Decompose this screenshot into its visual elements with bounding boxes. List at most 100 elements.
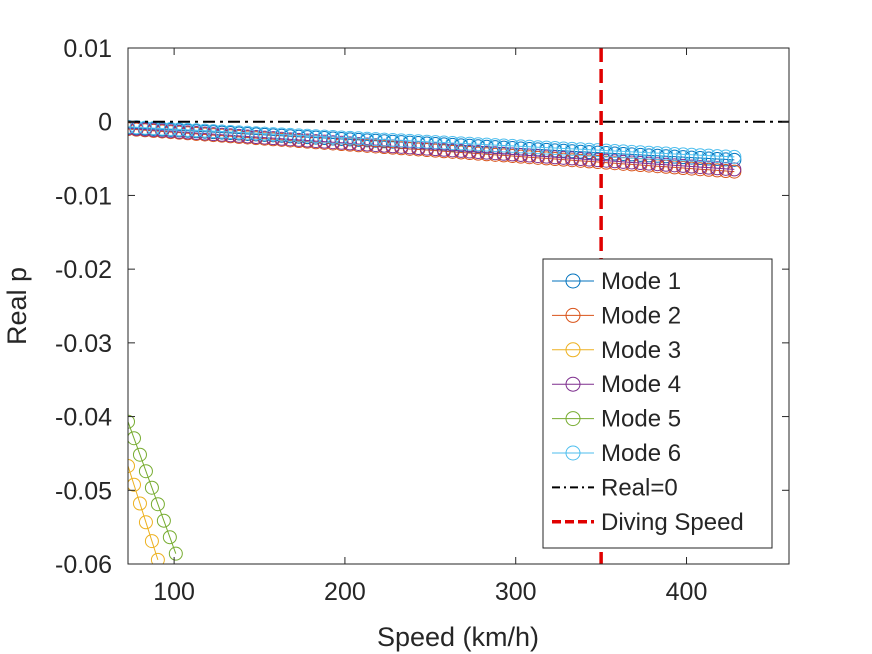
data-point — [624, 155, 639, 170]
data-point — [727, 162, 742, 177]
data-point — [590, 153, 605, 168]
data-point — [223, 128, 238, 143]
data-point — [144, 534, 159, 549]
data-point — [223, 124, 238, 139]
data-point — [539, 140, 554, 155]
data-point — [454, 143, 469, 158]
data-point — [291, 132, 306, 147]
data-point — [266, 127, 281, 142]
data-point — [128, 414, 135, 429]
data-point — [565, 151, 580, 166]
data-point — [394, 133, 409, 148]
legend-item: Mode 6 — [552, 440, 681, 467]
x-tick-label: 200 — [324, 578, 366, 606]
legend-box — [542, 258, 773, 549]
y-tick-label: -0.06 — [55, 551, 112, 579]
data-point — [513, 147, 528, 162]
data-point — [368, 132, 383, 147]
data-point — [701, 160, 716, 175]
data-point — [274, 131, 289, 146]
data-point — [607, 144, 622, 158]
data-point — [667, 158, 682, 173]
data-point — [232, 128, 247, 143]
data-point — [650, 146, 665, 161]
data-point — [693, 160, 708, 175]
y-axis-label: Real p — [2, 267, 32, 345]
data-point — [607, 154, 622, 169]
x-tick-label: 300 — [495, 578, 537, 606]
data-point — [684, 147, 699, 162]
data-point — [548, 150, 562, 165]
legend-label: Mode 4 — [601, 371, 681, 398]
legend-label: Diving Speed — [601, 509, 744, 536]
legend-marker — [565, 411, 581, 427]
data-point — [522, 148, 537, 163]
legend: Mode 1 Mode 2 Mode 3 Mode 4 Mode 5 Mode 6 Real… — [542, 258, 773, 549]
data-point — [377, 132, 392, 147]
y-tick-label: 0.01 — [63, 35, 112, 63]
legend-item: Mode 2 — [552, 302, 681, 329]
data-point — [616, 154, 631, 169]
data-point — [471, 145, 486, 160]
data-point — [718, 149, 733, 164]
data-point — [710, 151, 725, 166]
data-point — [573, 151, 588, 166]
data-point — [360, 131, 375, 146]
series-line — [128, 128, 735, 173]
data-point — [168, 546, 183, 561]
data-point — [599, 143, 614, 158]
data-point — [132, 447, 147, 462]
data-point — [530, 149, 545, 164]
ticks: 100 200 300 400 0.01 0 -0.01 -0.02 -0.03 -0.04 -0.… — [55, 35, 789, 606]
data-point — [573, 142, 588, 157]
series-6 — [128, 119, 742, 164]
data-point — [128, 431, 141, 446]
data-point — [710, 149, 725, 164]
data-point — [257, 130, 272, 145]
data-point — [650, 148, 665, 163]
data-point — [676, 147, 691, 162]
data-point — [641, 156, 656, 171]
axes-box — [127, 47, 790, 565]
data-point — [488, 146, 503, 161]
data-point — [325, 135, 340, 150]
data-point — [633, 145, 648, 160]
data-point — [419, 134, 434, 149]
data-point — [479, 137, 494, 152]
data-point — [616, 144, 631, 159]
data-point — [351, 131, 366, 146]
data-point — [180, 122, 195, 137]
data-point — [659, 146, 674, 161]
data-point — [156, 513, 171, 528]
legend-label: Mode 3 — [601, 337, 681, 364]
legend-label: Mode 1 — [601, 268, 681, 295]
x-axis-label: Speed (km/h) — [377, 622, 539, 652]
data-point — [240, 129, 255, 144]
data-point — [667, 146, 682, 161]
data-point — [428, 135, 443, 150]
legend-item: Mode 1 — [552, 268, 681, 295]
data-point — [667, 149, 682, 164]
y-tick-label: -0.01 — [55, 182, 112, 210]
data-point — [701, 148, 716, 163]
data-point — [206, 124, 221, 139]
data-point — [283, 127, 298, 142]
data-point — [693, 148, 708, 163]
data-point — [162, 530, 177, 545]
data-point — [462, 136, 477, 151]
data-point — [197, 126, 212, 141]
data-point — [257, 126, 272, 141]
data-point — [513, 139, 528, 154]
data-point — [522, 139, 537, 154]
data-point — [240, 125, 255, 140]
legend-marker — [565, 376, 581, 392]
data-point — [232, 125, 247, 140]
data-point — [249, 126, 264, 141]
data-point — [206, 127, 221, 142]
data-point — [197, 123, 212, 138]
legend-item: Diving Speed — [552, 509, 744, 536]
series-line — [128, 126, 735, 158]
y-tick-label: -0.02 — [55, 256, 112, 284]
data-point — [641, 148, 656, 163]
